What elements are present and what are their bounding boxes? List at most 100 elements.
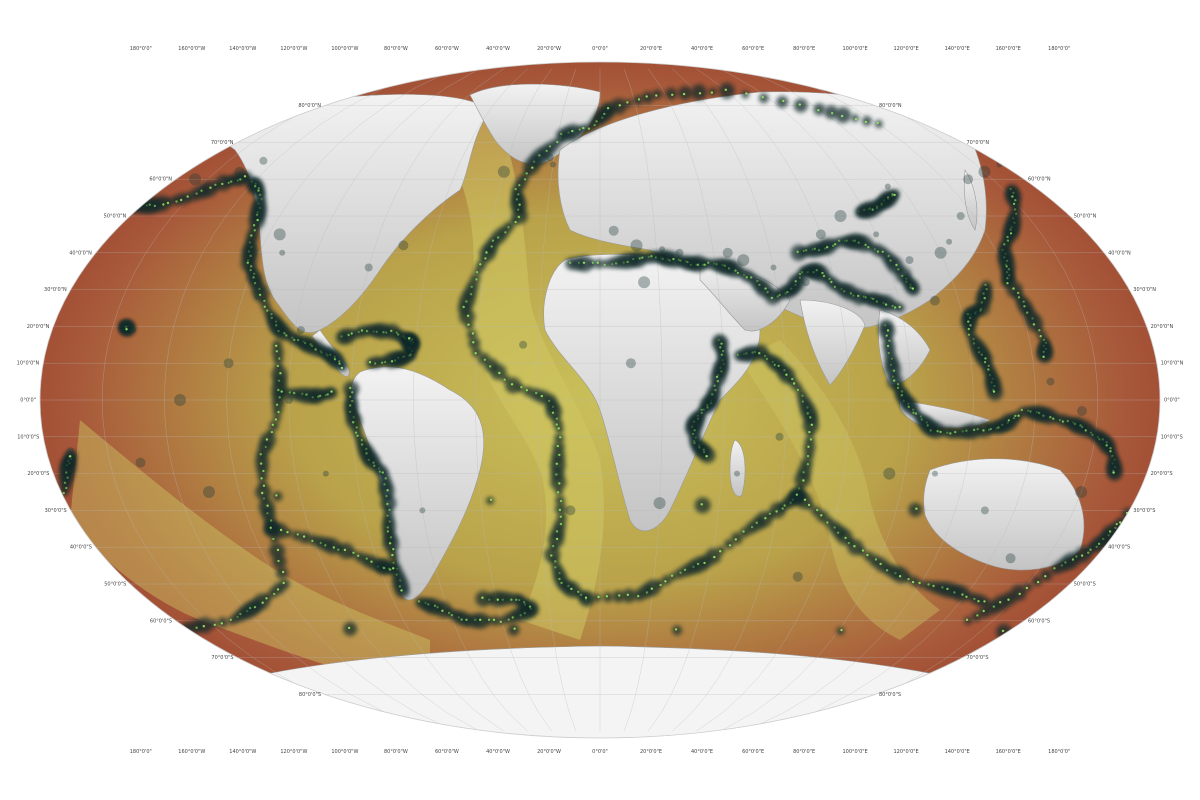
epicenter-dot xyxy=(510,383,514,386)
seismic-belts xyxy=(59,82,1135,640)
scattered-event xyxy=(259,156,268,165)
epicenter-dot xyxy=(876,121,879,125)
latitude-label: 70°0'0"N xyxy=(967,140,990,146)
epicenter-dot xyxy=(125,328,128,331)
epicenter-dot xyxy=(893,379,896,382)
epicenter-dot xyxy=(1061,420,1065,423)
epicenter-dot xyxy=(854,117,858,121)
seismic-cluster xyxy=(971,611,982,622)
epicenter-dot xyxy=(263,305,266,308)
seismic-cluster xyxy=(475,590,492,607)
latitude-labels-left: 80°0'0"N 70°0'0"N 60°0'0"N 50°0'0"N 40°0'0"N… xyxy=(17,103,322,698)
epicenter-dot xyxy=(569,261,572,264)
epicenter-dot xyxy=(806,455,810,458)
epicenter-dot xyxy=(555,423,558,426)
epicenter-dot xyxy=(1052,417,1055,420)
epicenter-dot xyxy=(911,580,915,584)
epicenter-dot xyxy=(809,438,813,441)
epicenter-dot xyxy=(1080,554,1084,557)
epicenter-dot xyxy=(734,538,737,541)
epicenter-dot xyxy=(719,550,722,553)
scattered-event xyxy=(66,447,75,456)
seismic-cluster xyxy=(380,495,397,512)
seismic-cluster xyxy=(1010,584,1027,601)
epicenter-dot xyxy=(965,618,969,621)
seismic-cluster xyxy=(127,204,136,213)
epicenter-dot xyxy=(606,107,610,110)
seismic-cluster xyxy=(272,523,289,539)
seismic-cluster xyxy=(708,87,717,96)
epicenter-dot xyxy=(844,536,847,540)
epicenter-dot xyxy=(892,369,896,372)
longitude-label: 120°0'0"W xyxy=(280,46,307,52)
epicenter-dot xyxy=(853,545,856,548)
epicenter-dot xyxy=(350,332,353,335)
seismic-cluster xyxy=(678,86,693,101)
epicenter-dot xyxy=(716,380,719,383)
epicenter-dot xyxy=(1032,323,1036,326)
epicenter-dot xyxy=(700,503,703,506)
scattered-event xyxy=(273,228,286,241)
seismic-cluster xyxy=(1023,583,1032,591)
seismic-cluster xyxy=(633,95,643,106)
epicenter-dot xyxy=(166,201,170,205)
seismic-cluster xyxy=(652,89,663,100)
seismic-cluster xyxy=(987,384,1003,401)
latitude-label: 50°0'0"N xyxy=(104,214,127,220)
seismic-cluster xyxy=(459,308,476,325)
epicenter-dot xyxy=(275,403,279,406)
longitude-label: 0°0'0" xyxy=(592,749,608,755)
latitude-label: 70°0'0"S xyxy=(967,655,989,661)
latitude-label: 10°0'0"S xyxy=(1161,434,1183,440)
epicenter-dot xyxy=(884,303,888,306)
seismic-cluster xyxy=(1040,569,1053,582)
epicenter-dot xyxy=(861,549,865,552)
scattered-event xyxy=(1046,377,1055,386)
epicenter-dot xyxy=(724,88,727,92)
scattered-event xyxy=(801,278,810,287)
latitude-label: 10°0'0"N xyxy=(1161,361,1184,367)
scattered-event xyxy=(770,264,777,271)
seismic-cluster xyxy=(488,590,505,607)
longitude-label: 40°0'0"E xyxy=(691,46,713,52)
epicenter-dot xyxy=(349,386,352,390)
scattered-event xyxy=(873,231,880,238)
latitude-label: 0°0'0" xyxy=(1164,398,1180,404)
longitude-label: 20°0'0"W xyxy=(537,46,561,52)
epicenter-dot xyxy=(556,491,560,494)
epicenter-dot xyxy=(682,92,686,96)
scattered-event xyxy=(963,174,974,185)
epicenter-dot xyxy=(587,127,591,130)
seismic-cluster xyxy=(661,575,672,586)
epicenter-dot xyxy=(840,628,843,632)
epicenter-dot xyxy=(1112,471,1115,474)
epicenter-dot xyxy=(1017,414,1020,417)
latitude-label: 30°0'0"S xyxy=(1133,508,1155,514)
seismic-cluster xyxy=(861,116,872,126)
longitude-label: 160°0'0"W xyxy=(178,749,205,755)
epicenter-dot xyxy=(1071,558,1075,561)
epicenter-dot xyxy=(558,453,561,457)
belt-izu-bonin-mariana xyxy=(1006,281,1053,363)
belt-hawaii-hotspot xyxy=(119,319,135,336)
epicenter-dot xyxy=(641,256,644,259)
epicenter-dot xyxy=(1036,580,1040,584)
longitude-labels-bottom: 180°0'0" 160°0'0"W 140°0'0"W 120°0'0"W 100°0… xyxy=(130,749,1070,755)
seismic-cluster xyxy=(907,283,920,296)
seismic-cluster xyxy=(120,321,135,336)
latitude-label: 70°0'0"N xyxy=(211,140,234,146)
epicenter-dot xyxy=(559,522,563,526)
seismic-cluster xyxy=(471,347,482,358)
epicenter-dot xyxy=(265,597,268,600)
epicenter-dot xyxy=(791,377,794,381)
scattered-event xyxy=(929,295,940,306)
epicenter-dot xyxy=(129,206,132,209)
scattered-events xyxy=(66,153,1088,582)
epicenter-dot xyxy=(720,342,723,345)
seismic-cluster xyxy=(717,546,726,555)
scattered-event xyxy=(174,394,186,406)
epicenter-dot xyxy=(332,546,336,549)
epicenter-dot xyxy=(357,554,360,557)
epicenter-dot xyxy=(471,332,475,335)
